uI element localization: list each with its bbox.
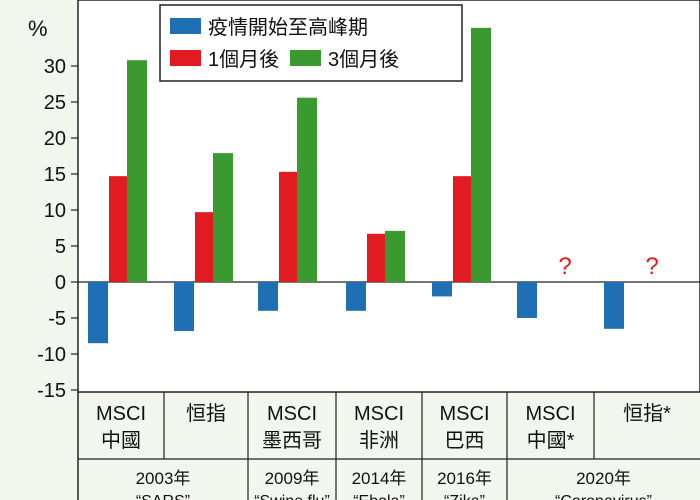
- y-tick-label: 30: [44, 56, 66, 78]
- category-label: 中國*: [527, 429, 575, 452]
- bar: [279, 171, 299, 282]
- group-label: 2009年: [265, 469, 320, 488]
- bar: [88, 282, 108, 344]
- bar: [346, 282, 366, 311]
- bars: [88, 27, 624, 344]
- group-sublabel: “Swine flu”: [254, 493, 330, 500]
- group-sublabel: “SARS”: [136, 493, 190, 500]
- bar: [213, 153, 233, 282]
- group-sublabel: “Coronavirus”: [555, 493, 652, 500]
- group-sublabel: “Ebola”: [353, 493, 405, 500]
- group-label: 2003年: [136, 469, 191, 488]
- legend-label: 3個月後: [328, 48, 399, 71]
- y-tick-label: -10: [37, 344, 66, 366]
- y-tick-label: 5: [55, 236, 66, 258]
- category-label: 恒指*: [623, 402, 671, 425]
- category-label: MSCI: [440, 403, 490, 425]
- category-label: 巴西: [445, 430, 485, 452]
- bar: [432, 282, 452, 297]
- legend-swatch: [170, 50, 201, 66]
- y-tick-label: 10: [44, 200, 66, 222]
- bar: [517, 282, 537, 318]
- legend-label: 疫情開始至高峰期: [208, 16, 368, 39]
- bar: [258, 282, 278, 311]
- bar: [367, 233, 387, 282]
- group-label: 2014年: [352, 469, 407, 488]
- bar: [195, 212, 215, 282]
- bar: [127, 60, 147, 282]
- group-label: 2020年: [576, 469, 631, 488]
- bar: [174, 282, 194, 331]
- legend-label: 1個月後: [208, 48, 279, 71]
- category-label: MSCI: [267, 403, 317, 425]
- y-tick-label: -5: [48, 308, 66, 330]
- category-label: MSCI: [96, 403, 146, 425]
- legend-swatch: [290, 50, 321, 66]
- group-sublabel: “Zika”: [444, 493, 485, 500]
- bar: [471, 27, 491, 283]
- bar: [109, 176, 129, 282]
- bar: [385, 230, 405, 282]
- unknown-markers: ??: [558, 253, 658, 280]
- category-label: 墨西哥: [262, 430, 322, 452]
- unknown-marker: ?: [558, 253, 571, 280]
- y-tick-label: 0: [55, 272, 66, 294]
- bar: [604, 282, 624, 329]
- category-label: MSCI: [526, 403, 576, 425]
- bar: [297, 97, 317, 283]
- y-unit-label: %: [28, 16, 48, 41]
- legend-swatch: [170, 18, 201, 34]
- legend-box: [159, 4, 463, 82]
- group-label: 2016年: [437, 469, 492, 488]
- category-label: 中國: [101, 429, 141, 452]
- y-tick-label: 25: [44, 92, 66, 114]
- category-label: 恒指: [186, 402, 226, 425]
- y-tick-label: 20: [44, 128, 66, 150]
- category-label: MSCI: [354, 403, 404, 425]
- legend: 疫情開始至高峰期 1個月後 3個月後: [159, 4, 463, 82]
- category-labels: MSCI 中國 恒指 MSCI 墨西哥 MSCI 非洲 MSCI 巴西 MSCI 中國* 恒指*: [96, 392, 671, 459]
- bar: [453, 176, 473, 282]
- unknown-marker: ?: [645, 253, 658, 280]
- y-tick-label: -15: [37, 380, 66, 402]
- y-tick-label: 15: [44, 164, 66, 186]
- category-label: 非洲: [359, 429, 399, 452]
- group-labels: 2003年 “SARS” 2009年 “Swine flu” 2014年 “Ebola” 2…: [136, 459, 652, 500]
